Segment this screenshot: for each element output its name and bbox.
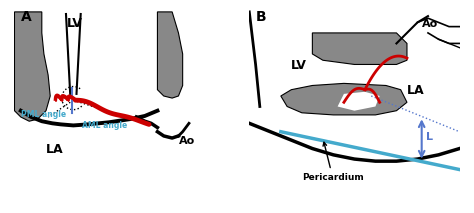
Text: Ao: Ao — [178, 136, 195, 146]
Text: A: A — [21, 10, 32, 24]
Text: PML angle: PML angle — [21, 110, 66, 119]
Text: L: L — [426, 132, 433, 142]
Polygon shape — [281, 83, 407, 115]
Polygon shape — [337, 92, 380, 111]
Text: LV: LV — [292, 59, 307, 72]
Polygon shape — [15, 12, 50, 121]
Text: B: B — [255, 10, 266, 24]
Text: LV: LV — [67, 17, 83, 30]
Text: LA: LA — [46, 143, 64, 156]
Text: Pericardium: Pericardium — [302, 142, 364, 182]
Text: AML angle: AML angle — [82, 121, 127, 130]
Text: Ao: Ao — [422, 19, 438, 29]
Text: LA: LA — [407, 84, 425, 97]
Polygon shape — [312, 33, 407, 65]
Polygon shape — [157, 12, 182, 98]
